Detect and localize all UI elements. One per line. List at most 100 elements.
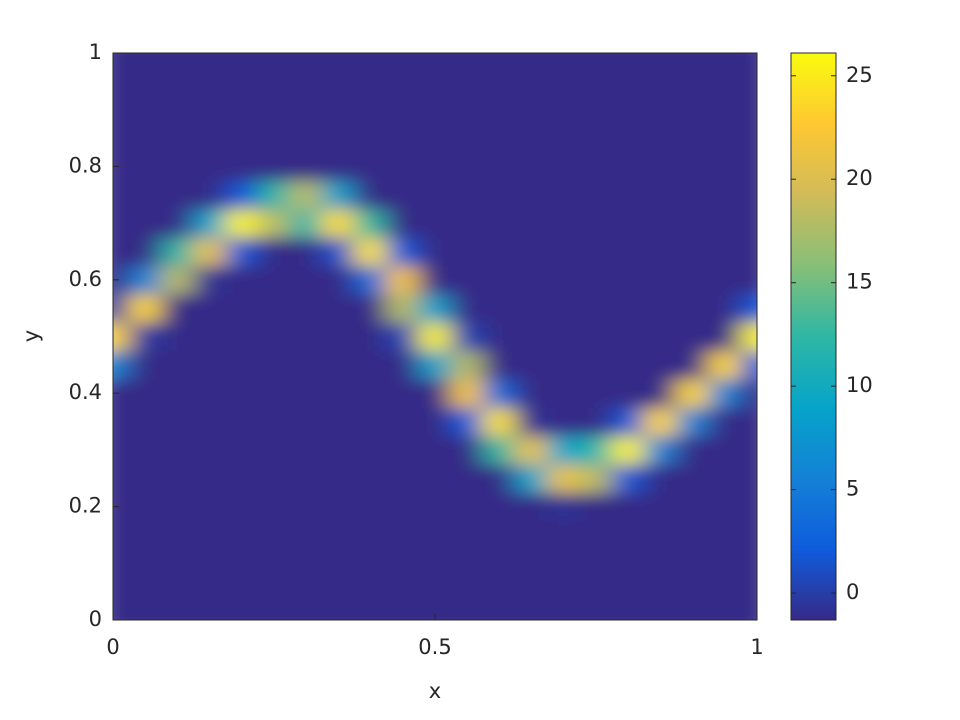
heat-cell xyxy=(225,605,259,620)
heat-cell xyxy=(386,406,420,437)
heat-cell xyxy=(225,350,259,380)
heat-cell xyxy=(643,151,677,182)
heat-cell xyxy=(450,321,484,352)
heat-cell xyxy=(611,520,645,550)
y-tick-label: 0.8 xyxy=(69,153,102,177)
heat-cell xyxy=(708,123,742,153)
heat-cell xyxy=(515,66,549,97)
heat-cell xyxy=(450,548,484,578)
heat-cell xyxy=(482,406,516,437)
heat-cell xyxy=(257,123,291,153)
heat-cell xyxy=(160,265,194,295)
heat-cell xyxy=(676,605,710,620)
heat-cell xyxy=(289,520,323,550)
heat-cell xyxy=(113,236,130,267)
heat-cell xyxy=(225,463,259,493)
heat-cell xyxy=(257,208,291,238)
heat-cell xyxy=(225,123,259,153)
heat-cell xyxy=(257,520,291,550)
heat-cell xyxy=(386,95,420,125)
heat-cell xyxy=(676,53,710,68)
heat-cell xyxy=(611,208,645,238)
heat-cell xyxy=(289,293,323,323)
heat-cell xyxy=(740,66,757,97)
heat-cell xyxy=(450,265,484,295)
heat-cell xyxy=(128,151,162,182)
y-tick-label: 0.4 xyxy=(69,380,102,404)
heat-cell xyxy=(225,491,259,522)
heat-cell xyxy=(128,576,162,607)
heat-cell xyxy=(579,123,613,153)
heat-cell xyxy=(128,208,162,238)
heat-cell xyxy=(128,180,162,210)
heat-cell xyxy=(708,548,742,578)
heat-cell xyxy=(547,321,581,352)
heat-cell xyxy=(450,350,484,380)
heat-cell xyxy=(418,605,452,620)
heat-cell xyxy=(676,548,710,578)
heat-cell xyxy=(225,406,259,437)
heat-cell xyxy=(643,208,677,238)
heat-cell xyxy=(708,463,742,493)
heat-cell xyxy=(257,406,291,437)
heat-cell xyxy=(643,520,677,550)
heat-cell xyxy=(611,605,645,620)
heat-cell xyxy=(354,265,388,295)
heat-cell xyxy=(354,293,388,323)
heat-cell xyxy=(160,378,194,408)
heat-cell xyxy=(515,605,549,620)
heat-cell xyxy=(160,491,194,522)
heat-cell xyxy=(450,151,484,182)
heat-cell xyxy=(354,208,388,238)
heat-cell xyxy=(289,180,323,210)
heat-cell xyxy=(418,95,452,125)
heat-cell xyxy=(289,576,323,607)
heat-cell xyxy=(257,548,291,578)
heat-cell xyxy=(128,293,162,323)
heat-cell xyxy=(482,53,516,68)
heat-cell xyxy=(482,208,516,238)
heat-cell xyxy=(547,605,581,620)
x-tick-label: 0 xyxy=(106,635,119,659)
heat-cell xyxy=(386,123,420,153)
heat-cell xyxy=(708,293,742,323)
heat-cell xyxy=(676,576,710,607)
heat-cell xyxy=(386,293,420,323)
heat-cell xyxy=(193,435,227,465)
heat-cell xyxy=(160,605,194,620)
heat-cell xyxy=(482,236,516,267)
heat-cell xyxy=(515,520,549,550)
heat-cell xyxy=(321,378,355,408)
heat-cell xyxy=(579,95,613,125)
heat-cell xyxy=(450,378,484,408)
heat-cell xyxy=(113,95,130,125)
heat-cell xyxy=(547,350,581,380)
heat-cell xyxy=(515,180,549,210)
heat-cell xyxy=(676,491,710,522)
heat-cell xyxy=(113,350,130,380)
heat-cell xyxy=(611,236,645,267)
heat-cell xyxy=(128,123,162,153)
heat-cell xyxy=(515,321,549,352)
heat-cell xyxy=(113,208,130,238)
heat-cell xyxy=(547,265,581,295)
heat-cell xyxy=(676,123,710,153)
heat-cell xyxy=(450,406,484,437)
heat-cell xyxy=(547,378,581,408)
heat-cell xyxy=(160,53,194,68)
heat-cell xyxy=(740,576,757,607)
heat-cell xyxy=(128,463,162,493)
heat-cell xyxy=(321,53,355,68)
heat-cell xyxy=(257,491,291,522)
heat-cell xyxy=(482,66,516,97)
heat-cell xyxy=(418,548,452,578)
heat-cell xyxy=(579,406,613,437)
heat-cell xyxy=(321,520,355,550)
heat-cell xyxy=(643,463,677,493)
heat-cell xyxy=(547,151,581,182)
heat-cell xyxy=(482,463,516,493)
heat-cell xyxy=(289,605,323,620)
heat-cell xyxy=(643,321,677,352)
heat-cell xyxy=(547,576,581,607)
heat-cell xyxy=(354,548,388,578)
